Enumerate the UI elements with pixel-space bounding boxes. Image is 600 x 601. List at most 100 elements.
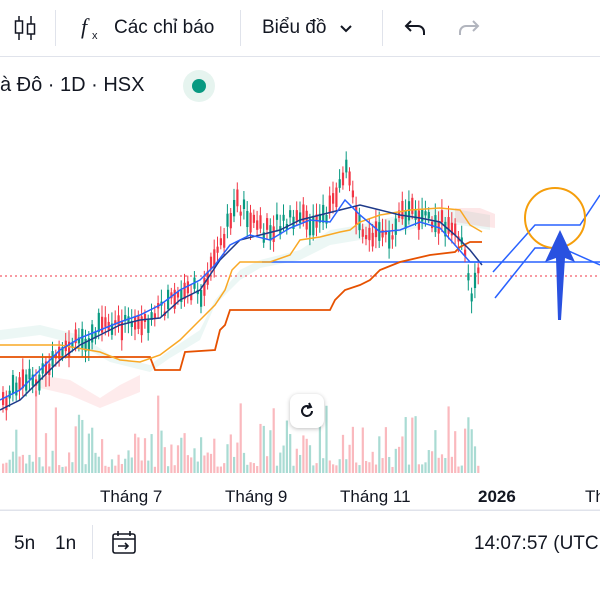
candle-body xyxy=(219,238,222,246)
x-axis-label: 2026 xyxy=(478,487,516,506)
volume-bar xyxy=(295,448,298,473)
volume-bar xyxy=(239,403,242,473)
volume-bar xyxy=(332,464,335,473)
candle-body xyxy=(318,213,321,223)
candle-body xyxy=(94,332,97,339)
volume-bar xyxy=(226,444,229,473)
candle-body xyxy=(97,312,100,333)
highlight-circle xyxy=(524,187,586,249)
redo-button[interactable] xyxy=(456,0,482,56)
range-5d-button[interactable]: 5n xyxy=(14,533,36,554)
volume-bar xyxy=(81,419,84,473)
volume-bar xyxy=(94,452,97,473)
volume-bar xyxy=(163,447,166,473)
candle-body xyxy=(355,206,358,225)
volume-bar xyxy=(71,462,74,473)
goto-date-button[interactable] xyxy=(110,529,138,562)
x-axis-label: Tháng 11 xyxy=(340,487,411,506)
volume-bar xyxy=(186,455,189,473)
volume-bar xyxy=(411,417,414,473)
candle-body xyxy=(213,249,216,269)
price-chart[interactable] xyxy=(0,57,600,510)
volume-bar xyxy=(216,466,219,473)
volume-bar xyxy=(308,445,312,473)
clock-timezone[interactable]: 14:07:57 (UTC xyxy=(474,533,599,554)
candle-body xyxy=(183,282,186,300)
candle-body xyxy=(81,328,84,349)
volume-bar xyxy=(147,460,150,473)
forecast-line xyxy=(492,194,600,273)
candle-body xyxy=(391,235,394,240)
market-status-indicator[interactable] xyxy=(183,70,215,102)
volume-bar xyxy=(157,395,160,473)
candle-body xyxy=(140,316,143,336)
volume-bar xyxy=(437,457,440,473)
volume-bar xyxy=(335,465,338,473)
volume-bar xyxy=(259,423,262,473)
toolbar-divider xyxy=(240,10,241,46)
indicators-label: Các chỉ báo xyxy=(114,17,215,38)
volume-bar xyxy=(58,465,61,473)
volume-bar xyxy=(467,417,470,473)
volume-bar xyxy=(130,457,133,473)
candle-body xyxy=(272,226,275,242)
volume-bar xyxy=(180,437,183,473)
volume-bar xyxy=(266,456,269,473)
candle-body xyxy=(302,204,305,222)
candle-body xyxy=(21,369,24,389)
volume-bar xyxy=(279,452,282,473)
redo-icon xyxy=(459,20,480,35)
candle-body xyxy=(28,368,31,380)
volume-bar xyxy=(183,433,186,473)
volume-bar xyxy=(289,434,292,473)
volume-bar xyxy=(21,454,24,473)
volume-bar xyxy=(87,433,90,473)
volume-bar xyxy=(421,464,424,473)
candle-body xyxy=(147,319,150,333)
candle-body xyxy=(477,267,480,274)
candle-body xyxy=(117,315,120,325)
range-1d-button[interactable]: 1n xyxy=(55,533,77,554)
candle-body xyxy=(200,289,203,307)
candle-body xyxy=(259,215,262,229)
candle-body xyxy=(282,214,285,221)
volume-bar xyxy=(365,460,368,473)
volume-bar xyxy=(61,466,64,473)
candle-body xyxy=(173,289,176,309)
candle-body xyxy=(384,230,387,235)
volume-bar xyxy=(233,456,236,473)
volume-bar xyxy=(417,464,420,473)
candle-body xyxy=(124,314,127,322)
indicators-button[interactable]: f x Các chỉ báo xyxy=(80,0,214,56)
candle-body xyxy=(77,337,81,344)
volume-bar xyxy=(134,433,137,473)
volume-bar xyxy=(8,459,11,473)
volume-bar xyxy=(269,430,272,473)
volume-bar xyxy=(325,405,328,473)
candle-body xyxy=(242,199,246,210)
undo-button[interactable] xyxy=(402,0,428,56)
chart-type-button[interactable] xyxy=(12,0,38,56)
chart-menu-button[interactable]: Biểu đồ xyxy=(262,0,356,56)
symbol-legend[interactable]: à Đô · 1D · HSX xyxy=(0,74,144,97)
volume-bar xyxy=(262,425,265,473)
candle-body xyxy=(84,338,87,352)
volume-bar xyxy=(348,444,351,473)
volume-bar xyxy=(282,445,285,473)
volume-bar xyxy=(388,456,391,473)
ma-dark-blue-line xyxy=(0,204,483,411)
volume-bar xyxy=(368,462,371,473)
candle-body xyxy=(348,171,351,186)
volume-bar xyxy=(64,466,67,473)
volume-bar xyxy=(414,416,417,473)
candle-body xyxy=(120,321,123,341)
volume-bar xyxy=(407,464,411,473)
volume-bar xyxy=(275,465,279,473)
candle-body xyxy=(394,218,397,235)
candle-body xyxy=(421,208,424,222)
volume-bar xyxy=(137,437,140,473)
candle-body xyxy=(114,320,117,325)
candle-body xyxy=(38,374,41,391)
volume-bar xyxy=(54,407,57,473)
reset-chart-button[interactable] xyxy=(290,394,324,428)
